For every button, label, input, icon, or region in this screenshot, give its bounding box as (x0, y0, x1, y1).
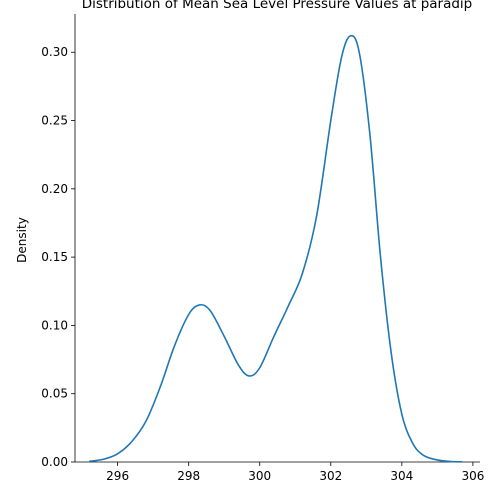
y-axis-label: Density (15, 217, 29, 263)
chart-title: Distribution of Mean Sea Level Pressure … (82, 0, 473, 12)
x-tick-label: 302 (319, 469, 342, 483)
density-curve (89, 34, 463, 463)
plot-area: 296 298 300 302 304 306 0.00 0.05 0.10 0.15 0.20 0.… (41, 14, 484, 483)
x-tick-label: 306 (461, 469, 484, 483)
y-tick-label: 0.00 (41, 455, 68, 469)
x-tick-label: 296 (106, 469, 129, 483)
y-tick-label: 0.20 (41, 182, 68, 196)
x-tick-label: 300 (248, 469, 271, 483)
x-tick-label: 304 (390, 469, 413, 483)
y-tick-label: 0.10 (41, 318, 68, 332)
y-tick-label: 0.15 (41, 250, 68, 264)
x-tick-label: 298 (177, 469, 200, 483)
y-tick-label: 0.30 (41, 45, 68, 59)
y-tick-label: 0.05 (41, 387, 68, 401)
y-tick-label: 0.25 (41, 114, 68, 128)
